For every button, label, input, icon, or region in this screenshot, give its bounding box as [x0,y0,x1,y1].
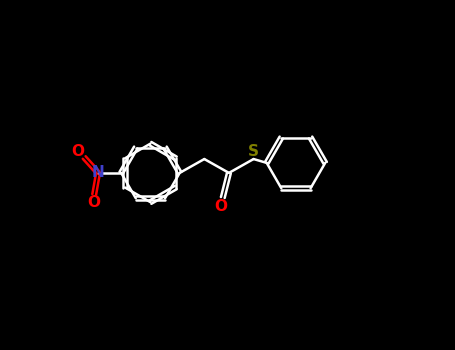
Text: O: O [71,144,85,159]
Text: O: O [88,195,101,210]
Text: O: O [214,198,227,214]
Text: S: S [248,144,259,159]
Text: N: N [91,166,105,180]
